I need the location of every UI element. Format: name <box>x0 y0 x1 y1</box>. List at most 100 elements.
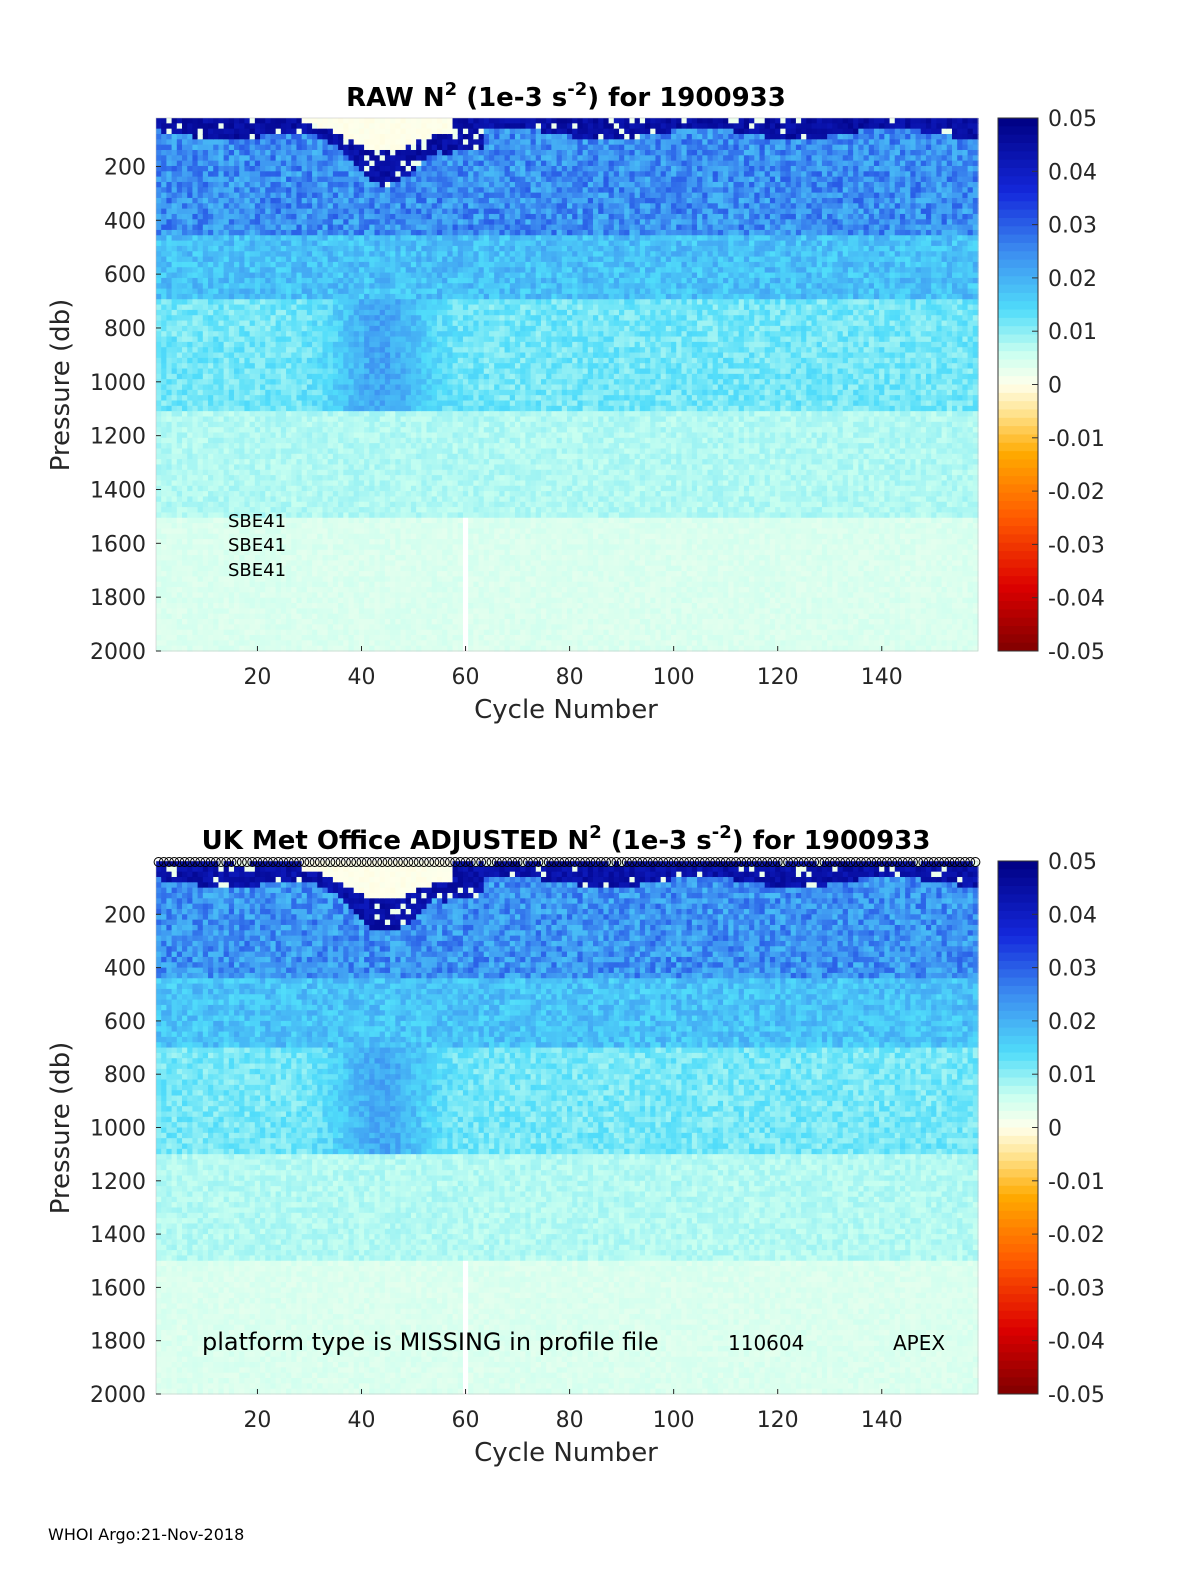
heatmap-cell <box>343 165 350 172</box>
heatmap-cell <box>353 203 360 210</box>
heatmap-cell <box>405 624 412 631</box>
heatmap-cell <box>410 341 417 348</box>
heatmap-cell <box>182 208 188 215</box>
heatmap-cell <box>301 240 308 247</box>
heatmap-cell <box>161 629 167 636</box>
heatmap-cell <box>166 299 173 306</box>
heatmap-cell <box>156 288 162 295</box>
heatmap-cell <box>410 149 417 156</box>
heatmap-cell <box>171 251 178 258</box>
heatmap-cell <box>249 517 256 524</box>
heatmap-cell <box>213 421 220 428</box>
heatmap-cell <box>218 629 225 636</box>
heatmap-cell <box>254 288 261 295</box>
heatmap-cell <box>306 309 313 316</box>
heatmap-cell <box>312 421 318 428</box>
heatmap-cell <box>197 635 204 641</box>
heatmap-cell <box>379 443 386 450</box>
heatmap-cell <box>228 405 235 412</box>
heatmap-cell <box>306 448 313 455</box>
heatmap-cell <box>228 560 235 567</box>
heatmap-cell <box>208 395 214 402</box>
heatmap-cell <box>395 432 402 439</box>
heatmap-cell <box>197 245 204 252</box>
heatmap-cell <box>260 576 266 583</box>
heatmap-cell <box>327 229 334 236</box>
heatmap-cell <box>197 523 204 530</box>
heatmap-cell <box>192 315 199 322</box>
heatmap-cell <box>275 133 282 140</box>
heatmap-cell <box>239 181 246 188</box>
heatmap-cell <box>390 565 396 572</box>
heatmap-cell <box>239 640 246 647</box>
heatmap-cell <box>353 624 360 631</box>
heatmap-cell <box>208 251 214 258</box>
heatmap-cell <box>239 533 246 540</box>
heatmap-cell <box>244 245 251 252</box>
heatmap-cell <box>192 299 199 306</box>
heatmap-cell <box>244 352 251 359</box>
heatmap-cell <box>265 469 272 476</box>
heatmap-cell <box>234 325 240 332</box>
heatmap-cell <box>353 395 360 402</box>
heatmap-cell <box>280 597 287 604</box>
heatmap-cell <box>213 555 220 561</box>
heatmap-cell <box>327 427 334 434</box>
heatmap-cell <box>218 277 225 284</box>
heatmap-cell <box>156 123 162 130</box>
heatmap-cell <box>332 240 339 247</box>
heatmap-cell <box>275 379 282 386</box>
heatmap-cell <box>317 347 324 354</box>
heatmap-cell <box>213 464 220 471</box>
heatmap-cell <box>384 576 391 583</box>
heatmap-cell <box>270 443 277 450</box>
heatmap-cell <box>260 123 266 130</box>
heatmap-cell <box>182 448 188 455</box>
heatmap-cell <box>171 395 178 402</box>
heatmap-cell <box>390 181 396 188</box>
heatmap-cell <box>384 587 391 593</box>
heatmap-cell <box>291 203 298 210</box>
heatmap-cell <box>280 517 287 524</box>
heatmap-cell <box>317 208 324 215</box>
heatmap-cell <box>317 283 324 290</box>
heatmap-cell <box>306 197 313 204</box>
heatmap-cell <box>348 208 355 215</box>
heatmap-cell <box>208 118 214 124</box>
heatmap-cell <box>176 496 183 503</box>
heatmap-cell <box>296 528 303 535</box>
heatmap-cell <box>182 149 188 156</box>
heatmap-cell <box>296 368 303 375</box>
heatmap-cell <box>358 496 365 503</box>
heatmap-cell <box>312 144 318 151</box>
heatmap-cell <box>374 549 381 556</box>
heatmap-cell <box>254 453 261 460</box>
heatmap-cell <box>234 197 240 204</box>
heatmap-cell <box>260 235 266 242</box>
heatmap-cell <box>228 144 235 151</box>
heatmap-cell <box>395 187 402 194</box>
heatmap-cell <box>161 309 167 316</box>
heatmap-cell <box>270 213 277 220</box>
heatmap-cell <box>244 549 251 556</box>
heatmap-cell <box>291 133 298 140</box>
heatmap-cell <box>166 597 173 604</box>
heatmap-cell <box>187 603 194 609</box>
heatmap-cell <box>410 400 417 407</box>
heatmap-cell <box>176 272 183 279</box>
heatmap-cell <box>280 507 287 514</box>
heatmap-cell <box>197 133 204 140</box>
heatmap-cell <box>327 539 334 545</box>
heatmap-cell <box>317 517 324 524</box>
heatmap-cell <box>208 512 214 519</box>
heatmap-cell <box>348 485 355 492</box>
heatmap-cell <box>275 640 282 647</box>
heatmap-cell <box>306 469 313 476</box>
heatmap-cell <box>187 581 194 588</box>
heatmap-cell <box>405 555 412 561</box>
heatmap-cell <box>312 139 318 146</box>
heatmap-cell <box>254 437 261 444</box>
heatmap-cell <box>244 325 251 332</box>
heatmap-cell <box>254 144 261 151</box>
heatmap-cell <box>228 501 235 508</box>
